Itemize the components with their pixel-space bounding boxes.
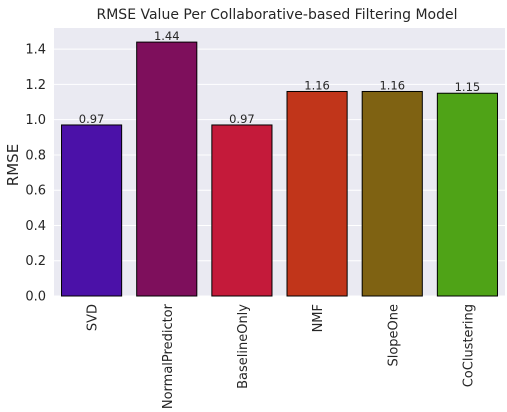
y-tick-label: 0.4 (25, 219, 46, 234)
bar-normalpredictor (136, 41, 198, 297)
y-tick-label: 0.8 (25, 148, 46, 163)
bar-baselineonly (211, 124, 273, 297)
x-tick-label: BaselineOnly (236, 304, 251, 389)
data-label: 1.16 (304, 78, 330, 92)
chart-title: RMSE Value Per Collaborative-based Filte… (97, 7, 458, 23)
y-axis-label: RMSE (4, 144, 22, 186)
y-tick-label: 1.4 (25, 43, 46, 58)
x-tick-label: NMF (311, 304, 326, 332)
data-label: 0.97 (79, 112, 105, 126)
x-tick-label: SlopeOne (386, 304, 401, 367)
y-tick-label: 0.2 (25, 254, 46, 269)
data-labels: 0.97 1.44 0.97 1.16 1.16 1.15 (79, 29, 480, 126)
bar-nmf (286, 90, 348, 297)
y-tick-label: 0.6 (25, 184, 46, 199)
x-axis-ticks: SVD NormalPredictor BaselineOnly NMF SlopeOn… (86, 303, 477, 409)
x-tick-label: NormalPredictor (161, 303, 176, 409)
data-label: 0.97 (229, 112, 255, 126)
y-tick-label: 1.2 (25, 78, 46, 93)
y-tick-label: 1.0 (25, 113, 46, 128)
bar-svd (61, 124, 123, 297)
plot-area (54, 28, 505, 296)
data-label: 1.16 (379, 78, 405, 92)
data-label: 1.44 (154, 29, 180, 43)
bar-slopeone (361, 90, 423, 297)
bar-coclustering (436, 92, 498, 297)
y-tick-label: 0.0 (25, 290, 46, 305)
x-tick-label: CoClustering (461, 304, 476, 387)
bars (61, 41, 498, 297)
y-axis-ticks: 0.0 0.2 0.4 0.6 0.8 1.0 1.2 1.4 (25, 43, 46, 305)
grid-lines (54, 48, 505, 297)
x-tick-label: SVD (86, 304, 101, 331)
data-label: 1.15 (455, 80, 481, 94)
